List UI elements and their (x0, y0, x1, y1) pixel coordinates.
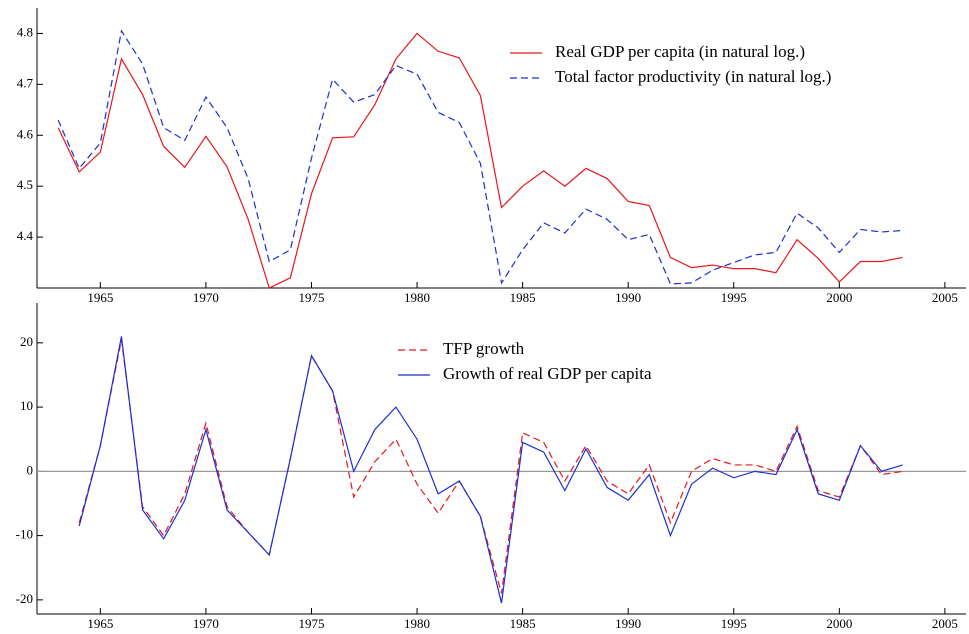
x-tick-label: 1980 (404, 616, 430, 631)
y-tick-label: 10 (20, 398, 33, 413)
x-tick-label: 1980 (404, 290, 430, 305)
legend-label: TFP growth (443, 339, 525, 358)
series-line (78, 336, 903, 604)
y-tick-label: 4.8 (17, 24, 33, 39)
legend-label: Total factor productivity (in natural lo… (555, 67, 831, 86)
series-line (57, 29, 903, 285)
legend-label: Real GDP per capita (in natural log.) (555, 42, 805, 61)
x-tick-label: 1975 (298, 616, 324, 631)
y-tick-label: 4.4 (17, 228, 34, 243)
y-tick-label: 4.7 (17, 75, 34, 90)
x-tick-label: 1995 (721, 616, 747, 631)
y-tick-label: -20 (16, 591, 33, 606)
y-tick-label: 4.6 (17, 126, 34, 141)
x-tick-label: 2005 (932, 616, 958, 631)
x-tick-label: 1975 (298, 290, 324, 305)
series-line (78, 339, 903, 594)
x-tick-label: 1965 (87, 616, 113, 631)
x-tick-label: 2000 (826, 290, 852, 305)
legend-label: Growth of real GDP per capita (443, 364, 652, 383)
x-tick-label: 1995 (721, 290, 747, 305)
x-tick-label: 2000 (826, 616, 852, 631)
x-tick-label: 1970 (193, 290, 219, 305)
y-tick-label: -10 (16, 527, 33, 542)
x-tick-label: 1990 (615, 290, 641, 305)
y-tick-label: 20 (20, 334, 33, 349)
x-tick-label: 1985 (510, 290, 536, 305)
x-tick-label: 1965 (87, 290, 113, 305)
x-tick-label: 1970 (193, 616, 219, 631)
series-line (57, 32, 903, 289)
x-tick-label: 2005 (932, 290, 958, 305)
x-tick-label: 1990 (615, 616, 641, 631)
y-tick-label: 4.5 (17, 177, 33, 192)
y-tick-label: 0 (27, 462, 34, 477)
x-tick-label: 1985 (510, 616, 536, 631)
